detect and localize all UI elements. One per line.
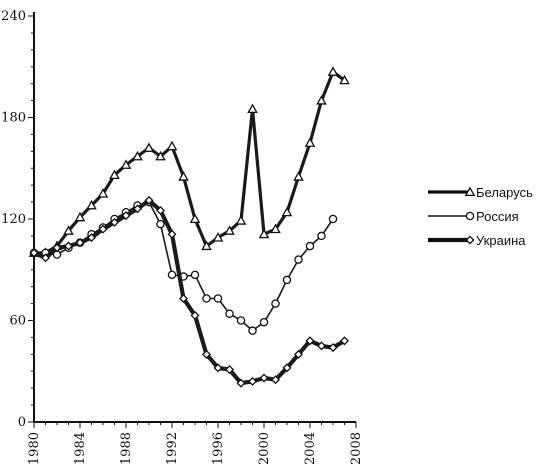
data-point	[132, 204, 143, 214]
data-point	[271, 299, 280, 308]
data-point	[258, 228, 270, 239]
data-point	[293, 349, 304, 359]
data-point	[167, 270, 177, 280]
data-point	[40, 253, 51, 263]
data-point	[328, 214, 338, 224]
data-point	[328, 343, 338, 353]
data-point	[225, 309, 234, 318]
legend-label: Россия	[476, 209, 519, 224]
data-point	[178, 171, 189, 181]
series-line	[32, 70, 347, 255]
x-tick-label: 1996	[211, 432, 226, 464]
data-point	[270, 223, 281, 234]
data-point	[281, 206, 293, 217]
data-point	[63, 225, 74, 235]
x-tick-label: 1992	[165, 432, 180, 464]
data-point	[235, 215, 247, 225]
data-point	[339, 74, 350, 85]
legend-marker	[465, 235, 475, 245]
data-point	[236, 378, 246, 388]
axis-ticks: 1980 1984 1988 1992 1996 2000 2004 2008 0 60 120 18…	[1, 9, 364, 464]
data-point	[143, 142, 155, 152]
data-point	[178, 293, 189, 304]
x-tick-label: 1988	[119, 432, 134, 464]
data-point	[224, 225, 235, 235]
data-point	[247, 376, 258, 386]
legend: Беларусь Россия Украина	[428, 185, 533, 248]
data-point	[167, 229, 177, 239]
y-tick-label: 60	[9, 314, 26, 329]
data-point	[201, 349, 212, 359]
data-point	[213, 294, 223, 303]
data-point	[121, 211, 131, 221]
data-point	[282, 363, 292, 373]
data-point	[316, 95, 327, 105]
data-point	[166, 140, 178, 151]
data-point	[189, 213, 201, 224]
data-point	[74, 211, 86, 222]
x-tick-label: 2004	[303, 432, 318, 464]
series-3	[29, 195, 350, 388]
data-point	[132, 150, 143, 161]
data-point	[339, 336, 350, 346]
data-point	[236, 316, 246, 325]
data-point	[109, 169, 120, 180]
data-point	[305, 241, 315, 251]
x-tick-label: 2008	[349, 432, 364, 464]
data-point	[109, 217, 120, 227]
data-point	[155, 150, 166, 161]
data-point	[63, 241, 74, 251]
data-point	[98, 224, 108, 234]
x-tick-label: 2000	[257, 432, 272, 464]
data-point	[293, 171, 304, 181]
x-tick-label: 1980	[27, 432, 42, 464]
data-point	[259, 317, 269, 327]
data-point	[224, 365, 235, 375]
data-point	[248, 326, 257, 335]
data-point	[144, 195, 154, 205]
data-point	[29, 248, 39, 258]
data-point	[97, 188, 109, 198]
data-point	[212, 232, 224, 242]
data-point	[202, 294, 211, 303]
y-tick-label: 120	[1, 212, 26, 227]
x-tick-label: 1984	[73, 432, 88, 464]
data-point	[86, 233, 97, 243]
series-line	[31, 198, 347, 386]
y-tick-label: 240	[1, 9, 26, 24]
legend-marker	[465, 211, 475, 221]
data-point	[247, 103, 258, 114]
series-1	[28, 66, 350, 257]
legend-label: Беларусь	[476, 185, 533, 200]
legend-label: Украина	[476, 233, 526, 248]
data-point	[294, 255, 303, 264]
data-point	[155, 206, 166, 216]
data-point	[270, 375, 281, 385]
data-point	[52, 243, 62, 253]
data-point	[201, 240, 212, 251]
series-line	[33, 201, 334, 332]
data-point	[304, 137, 316, 147]
data-point	[86, 199, 97, 210]
y-tick-label: 0	[18, 415, 26, 430]
series-layer	[28, 66, 350, 388]
data-point	[305, 336, 315, 346]
data-point	[259, 373, 269, 383]
data-point	[190, 310, 200, 320]
data-point	[327, 66, 339, 76]
data-point	[316, 341, 327, 351]
data-point	[156, 219, 165, 229]
data-point	[120, 159, 132, 169]
y-tick-label: 180	[1, 111, 26, 126]
data-point	[190, 270, 200, 280]
data-point	[213, 363, 223, 373]
data-point	[75, 238, 85, 248]
data-point	[317, 231, 326, 241]
legend-marker	[464, 186, 476, 197]
data-point	[282, 275, 292, 285]
